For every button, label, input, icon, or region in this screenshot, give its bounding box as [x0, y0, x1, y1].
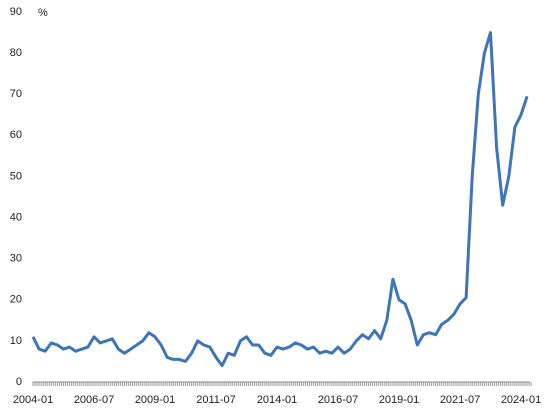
y-tick-label: 20 — [10, 294, 22, 306]
x-tick-label: 2016-07 — [318, 394, 358, 406]
y-tick-label: 10 — [10, 335, 22, 347]
x-tick-label: 2024-01 — [501, 394, 541, 406]
x-tick-label: 2014-01 — [257, 394, 297, 406]
x-tick-label: 2011-07 — [196, 394, 236, 406]
x-tick-label: 2019-01 — [379, 394, 419, 406]
x-tick-label: 2021-07 — [440, 394, 480, 406]
y-tick-label: 0 — [16, 376, 22, 388]
y-axis-label: % — [38, 7, 48, 19]
data-line — [31, 31, 529, 368]
y-tick-label: 30 — [10, 253, 22, 265]
y-tick-label: 90 — [10, 6, 22, 18]
y-tick-label: 50 — [10, 170, 22, 182]
x-tick-label: 2004-01 — [13, 394, 53, 406]
x-tick-label: 2009-01 — [135, 394, 175, 406]
y-tick-label: 70 — [10, 88, 22, 100]
x-tick-label: 2006-07 — [74, 394, 114, 406]
y-tick-label: 80 — [10, 47, 22, 59]
y-tick-label: 40 — [10, 211, 22, 223]
y-tick-label: 60 — [10, 129, 22, 141]
